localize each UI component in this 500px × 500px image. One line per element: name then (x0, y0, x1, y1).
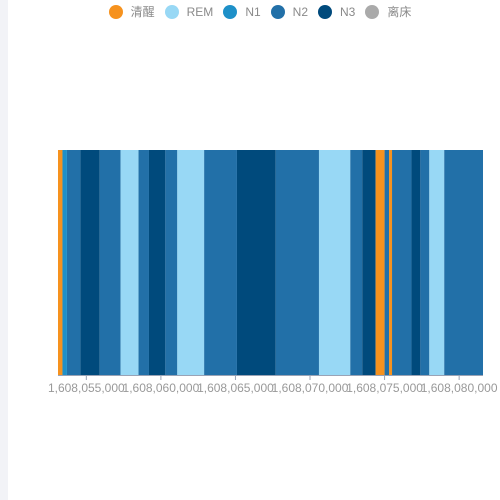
legend-item-n1[interactable]: N1 (223, 4, 261, 19)
legend-swatch-wake (108, 4, 123, 19)
legend-swatch-out-of-bed (365, 4, 380, 19)
legend-swatch-n2 (270, 4, 285, 19)
stage-segment-18[interactable] (389, 150, 393, 375)
legend-label-wake: 清醒 (130, 5, 155, 19)
x-tick-label-4: 1,608,075,000 (346, 381, 423, 395)
stage-segment-19[interactable] (392, 150, 412, 375)
stage-segment-11[interactable] (236, 150, 276, 375)
x-tick-label-0: 1,608,055,000 (48, 381, 125, 395)
stage-segment-16[interactable] (375, 150, 385, 375)
legend-label-n1: N1 (245, 4, 261, 19)
stage-segment-22[interactable] (429, 150, 445, 375)
stage-segment-13[interactable] (318, 150, 351, 375)
stage-segment-1[interactable] (62, 150, 67, 375)
stage-segment-3[interactable] (80, 150, 100, 375)
stage-segment-5[interactable] (120, 150, 139, 375)
legend-swatch-n1 (223, 4, 238, 19)
x-tick-label-5: 1,608,080,000 (421, 381, 498, 395)
legend-label-n2: N2 (292, 4, 308, 19)
stage-segment-10[interactable] (204, 150, 237, 375)
stage-segment-7[interactable] (148, 150, 166, 375)
stage-segment-4[interactable] (99, 150, 121, 375)
stage-segment-8[interactable] (165, 150, 178, 375)
legend-label-n3: N3 (340, 4, 356, 19)
x-tick-label-3: 1,608,070,000 (272, 381, 349, 395)
legend-item-n3[interactable]: N3 (318, 4, 356, 19)
stage-segment-23[interactable] (444, 150, 483, 375)
stage-segment-21[interactable] (420, 150, 430, 375)
legend-swatch-rem (164, 4, 179, 19)
legend-item-out-of-bed[interactable]: 离床 (365, 3, 411, 20)
stage-segment-12[interactable] (275, 150, 319, 375)
legend-item-rem[interactable]: REM (164, 4, 214, 19)
legend-item-n2[interactable]: N2 (270, 4, 308, 19)
stage-segment-9[interactable] (177, 150, 205, 375)
legend-label-out-of-bed: 离床 (387, 5, 412, 19)
stage-segment-0[interactable] (58, 150, 63, 375)
legend-label-rem: REM (186, 4, 214, 19)
stage-segment-6[interactable] (138, 150, 149, 375)
stage-segment-20[interactable] (411, 150, 421, 375)
stage-segment-15[interactable] (362, 150, 376, 375)
legend-swatch-n3 (318, 4, 332, 19)
chart-legend: 清醒 REM N1 N2 N3 离床 (0, 3, 500, 20)
stage-segment-14[interactable] (350, 150, 363, 375)
stage-segment-2[interactable] (66, 150, 81, 375)
legend-item-wake[interactable]: 清醒 (108, 3, 155, 20)
left-panel-strip (0, 0, 8, 500)
stage-segment-17[interactable] (384, 150, 390, 375)
x-tick-label-2: 1,608,065,000 (197, 381, 274, 395)
x-tick-label-1: 1,608,060,000 (123, 381, 200, 395)
